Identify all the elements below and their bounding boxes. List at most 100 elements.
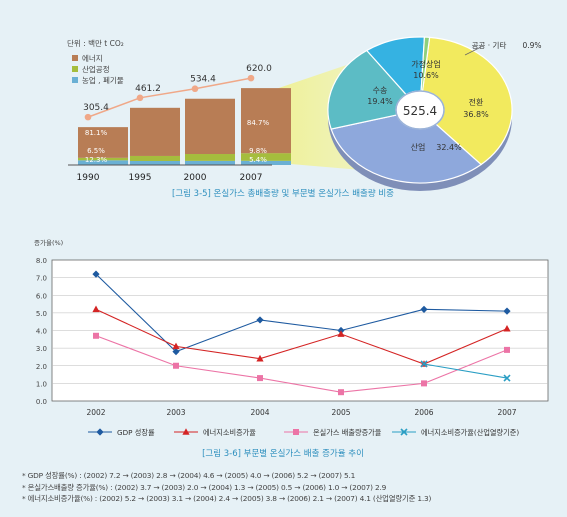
y-axis-label: 증가율(%) bbox=[34, 238, 63, 247]
total-label-1990: 305.4 bbox=[83, 103, 109, 113]
bar-segment-1995-2 bbox=[130, 160, 180, 165]
segment-label-2007-2: 5.4% bbox=[249, 156, 267, 164]
segment-label-1990-1: 6.5% bbox=[87, 147, 105, 155]
total-marker-1990 bbox=[84, 113, 92, 121]
figure-3-5-caption: [그림 3-5] 온실가스 총배출량 및 부문별 온실가스 배출량 비중 bbox=[172, 188, 394, 199]
bar-segment-1995-1 bbox=[130, 155, 180, 161]
figure-3-5: 단위 : 백만 t CO₂ 에너지 산업공정 농업 , 폐기물 1990 1995… bbox=[67, 36, 542, 199]
point-0-2004 bbox=[256, 316, 264, 324]
legend-label-0: GDP 성장률 bbox=[117, 428, 155, 437]
bar-segment-1990-0 bbox=[78, 127, 128, 158]
x-tick-label-2007: 2007 bbox=[240, 173, 263, 183]
legend-label-1: 에너지소비증가율 bbox=[203, 428, 256, 437]
point-1-2005 bbox=[337, 330, 345, 337]
x-tick-label-2004: 2004 bbox=[250, 408, 269, 417]
bar-segment-1990-2 bbox=[78, 160, 128, 165]
series-line-2 bbox=[95, 335, 508, 393]
y-tick-label-8: 8.0 bbox=[36, 257, 47, 265]
total-label-2000: 534.4 bbox=[190, 75, 216, 85]
x-tick-label-2003: 2003 bbox=[166, 408, 185, 417]
legend-label-industry: 산업공정 bbox=[82, 64, 110, 74]
y-tick-label-1: 1.0 bbox=[36, 380, 47, 388]
total-marker-1995 bbox=[136, 94, 144, 102]
point-0-2007 bbox=[503, 307, 511, 315]
series-line-0 bbox=[95, 273, 508, 353]
donut-value-1: 32.4% bbox=[436, 143, 462, 152]
donut-chart: 525.4 전환 36.8% 산업 32.4% 수송 19.4% 가정상업 10.6% 공공 · … bbox=[327, 36, 542, 191]
donut-label-4: 공공 · 기타 bbox=[472, 41, 507, 50]
unit-label: 단위 : 백만 t CO₂ bbox=[67, 38, 124, 48]
legend-swatch-agri bbox=[72, 77, 78, 83]
y-tick-label-2: 2.0 bbox=[36, 363, 47, 371]
legend-swatch-industry bbox=[72, 66, 78, 72]
bar-segment-1995-0 bbox=[130, 107, 180, 156]
point-1-2007 bbox=[503, 324, 511, 332]
total-marker-2007 bbox=[247, 74, 255, 82]
footnote-gdp: * GDP 성장률(%) : (2002) 7.2 → (2003) 2.8 →… bbox=[22, 471, 356, 480]
donut-label-0: 전환 bbox=[469, 97, 484, 107]
legend-label-energy: 에너지 bbox=[82, 53, 103, 63]
donut-label-1: 산업 bbox=[411, 142, 426, 152]
segment-label-2007-0: 84.7% bbox=[247, 119, 270, 127]
point-1-2003 bbox=[172, 342, 180, 350]
y-tick-label-0: 0.0 bbox=[36, 398, 47, 406]
total-marker-2000 bbox=[191, 85, 199, 93]
x-tick-label-2005: 2005 bbox=[331, 408, 350, 417]
point-2-2006 bbox=[421, 380, 427, 387]
series-line-3 bbox=[423, 363, 508, 379]
x-tick-label-2006: 2006 bbox=[414, 408, 433, 417]
bar-segment-1990-1 bbox=[78, 157, 128, 161]
segment-label-1990-2: 12.3% bbox=[85, 156, 108, 164]
footnote-ghg: * 온실가스배출량 증가율(%) : (2002) 3.7 → (2003) 2… bbox=[22, 482, 387, 492]
y-tick-label-4: 4.0 bbox=[36, 328, 47, 336]
figure-3-6: 증가율(%) 0.0 1.0 2.0 3.0 4.0 5.0 6.0 7.0 8.0 2002 20… bbox=[34, 238, 549, 459]
donut-value-2: 19.4% bbox=[367, 97, 393, 106]
bar-segment-2007-2 bbox=[241, 160, 291, 165]
legend-swatch-energy bbox=[72, 55, 78, 61]
y-tick-label-6: 6.0 bbox=[36, 292, 47, 300]
point-1-2004 bbox=[256, 354, 264, 362]
donut-value-0: 36.8% bbox=[463, 110, 489, 119]
donut-center-label: 525.4 bbox=[403, 104, 437, 118]
y-tick-label-5: 5.0 bbox=[36, 310, 47, 318]
donut-value-3: 10.6% bbox=[413, 71, 439, 80]
legend-marker-3 bbox=[400, 428, 408, 436]
bar-legend: 에너지 산업공정 농업 , 폐기물 bbox=[72, 53, 124, 85]
point-2-2007 bbox=[504, 346, 510, 353]
point-2-2005 bbox=[338, 389, 344, 396]
bar-group: 1990 1995 2000 2007 305.4 461.2 534.4 620.0 81.1… bbox=[77, 64, 291, 183]
total-label-1995: 461.2 bbox=[135, 84, 161, 94]
point-3-2007 bbox=[503, 374, 511, 382]
point-2-2002 bbox=[93, 332, 99, 339]
footnote-energy: * 에너지소비증가율(%) : (2002) 5.2 → (2003) 3.1 … bbox=[22, 494, 432, 503]
donut-value-4: 0.9% bbox=[522, 41, 541, 50]
legend-label-agri: 농업 , 폐기물 bbox=[82, 75, 124, 85]
donut-label-2: 수송 bbox=[373, 86, 388, 95]
donut-hole bbox=[395, 90, 445, 130]
bar-segment-2000-0 bbox=[185, 98, 235, 155]
donut-label-3: 가정상업 bbox=[411, 59, 440, 69]
total-trend-line bbox=[87, 77, 252, 118]
line-legend: GDP 성장률 에너지소비증가율 온실가스 배출량증가율 에너지소비증가율(산업열량기… bbox=[88, 428, 519, 437]
point-3-2006-b bbox=[420, 360, 428, 368]
bar-segment-2007-0 bbox=[241, 88, 291, 154]
legend-label-3: 에너지소비증가율(산업열량기준) bbox=[421, 428, 519, 437]
legend-marker-2 bbox=[293, 429, 299, 435]
bar-segment-2000-2 bbox=[185, 160, 235, 165]
x-tick-label-2002: 2002 bbox=[86, 408, 105, 417]
x-tick-label-1995: 1995 bbox=[129, 173, 152, 183]
legend-marker-3-b bbox=[400, 428, 408, 436]
legend-label-2: 온실가스 배출량증가율 bbox=[313, 428, 382, 437]
point-1-2002 bbox=[92, 305, 100, 313]
bar-segment-2007-1 bbox=[241, 153, 291, 161]
x-tick-label-2000: 2000 bbox=[184, 173, 207, 183]
point-3-2007-b bbox=[503, 374, 511, 382]
series-line-1 bbox=[95, 308, 508, 365]
legend-marker-0 bbox=[96, 428, 104, 436]
segment-label-1990-0: 81.1% bbox=[85, 129, 108, 137]
x-tick-label-1990: 1990 bbox=[77, 173, 100, 183]
footnotes: * GDP 성장률(%) : (2002) 7.2 → (2003) 2.8 →… bbox=[22, 470, 431, 505]
legend-marker-1 bbox=[182, 428, 190, 435]
total-label-2007: 620.0 bbox=[246, 64, 272, 74]
